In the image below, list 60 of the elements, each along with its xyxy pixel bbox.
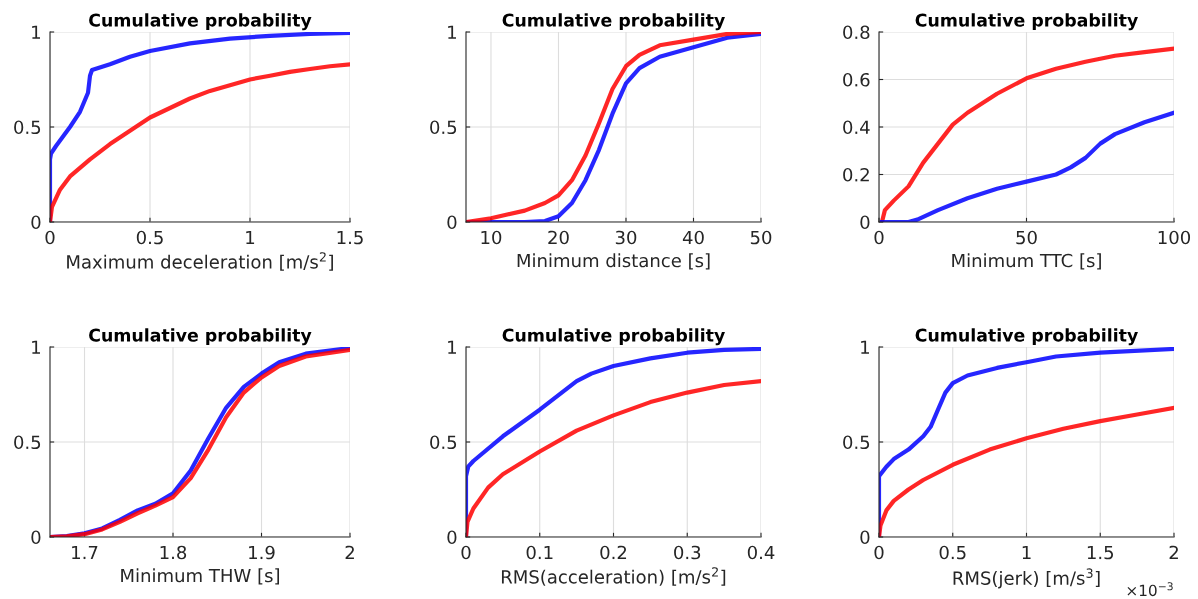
y-tick-label: 0 xyxy=(447,530,457,545)
x-tick-label: 50 xyxy=(1016,230,1037,245)
x-tick-label: 1.5 xyxy=(337,230,363,245)
x-tick-label: 20 xyxy=(548,230,569,245)
x-tick-label: 1 xyxy=(246,230,255,245)
x-tick-label: 40 xyxy=(682,230,704,245)
y-tick-label: 0.8 xyxy=(843,25,870,40)
y-tick-label: 0.6 xyxy=(843,72,870,87)
y-tick-label: 0 xyxy=(447,215,457,230)
x-tick-label: 0 xyxy=(45,230,55,245)
x-tick-label: 0.5 xyxy=(939,545,966,560)
x-tick-label: 0 xyxy=(461,545,471,560)
y-tick-label: 0 xyxy=(31,530,41,545)
x-tick-label: 0 xyxy=(874,230,884,245)
chart-title: Cumulative probability xyxy=(915,328,1138,346)
x-tick-label: 2 xyxy=(345,545,354,560)
x-tick-label: 0.5 xyxy=(136,230,163,245)
y-tick-label: 1 xyxy=(448,25,456,39)
y-tick-label: 0.5 xyxy=(430,435,457,450)
x-tick-label: 1.7 xyxy=(72,545,98,560)
y-tick-label: 0.5 xyxy=(430,120,457,135)
chart-title: Cumulative probability xyxy=(502,13,725,31)
y-tick-label: 0.5 xyxy=(14,120,41,135)
y-tick-label: 1 xyxy=(32,340,40,354)
x-tick-label: 100 xyxy=(1158,230,1191,245)
y-tick-label: 1 xyxy=(448,340,456,354)
x-tick-label: 1.9 xyxy=(249,545,275,560)
chart-title: Cumulative probability xyxy=(89,13,312,31)
y-tick-label: 0 xyxy=(860,530,870,545)
x-tick-label: 0.2 xyxy=(600,545,627,560)
x-axis-title: RMS(jerk) [m/s$^{3}$] xyxy=(953,568,1100,589)
y-tick-label: 0.5 xyxy=(14,435,41,450)
x-tick-label: 0.3 xyxy=(674,545,701,560)
x-tick-label: 30 xyxy=(615,230,637,245)
x-tick-label: 1.8 xyxy=(160,545,187,560)
x-tick-label: 50 xyxy=(750,230,772,245)
line-series xyxy=(466,32,761,222)
x-tick-label: 0 xyxy=(874,545,884,560)
y-tick-label: 0 xyxy=(31,215,41,230)
x-axis-title: Minimum THW [s] xyxy=(121,568,280,585)
x-tick-label: 2 xyxy=(1169,545,1178,560)
x-tick-label: 0.4 xyxy=(747,545,775,560)
chart-title: Cumulative probability xyxy=(89,328,312,346)
y-tick-label: 0.4 xyxy=(843,120,870,135)
y-tick-label: 1 xyxy=(861,340,869,354)
text: ×10$^{−3}$ xyxy=(1127,582,1173,597)
chart-title: Cumulative probability xyxy=(915,13,1138,31)
x-axis-title: RMS(acceleration) [m/s$^{2}$] xyxy=(501,567,726,586)
chart-title: Cumulative probability xyxy=(502,328,725,346)
x-axis-title: Minimum TTC [s] xyxy=(952,253,1101,270)
x-tick-label: 1.5 xyxy=(1087,545,1114,560)
y-tick-label: 0.5 xyxy=(843,435,870,450)
x-axis-title: Minimum distance [s] xyxy=(517,253,710,270)
x-tick-label: 1 xyxy=(1022,545,1031,560)
x-axis-title: Maximum deceleration [m/s$^{2}$] xyxy=(67,252,333,271)
x-tick-label: 0.1 xyxy=(526,545,553,560)
x-tick-label: 10 xyxy=(481,230,502,245)
y-tick-label: 0.2 xyxy=(843,167,869,182)
y-tick-label: 1 xyxy=(32,25,40,39)
y-tick-label: 0 xyxy=(860,215,870,230)
